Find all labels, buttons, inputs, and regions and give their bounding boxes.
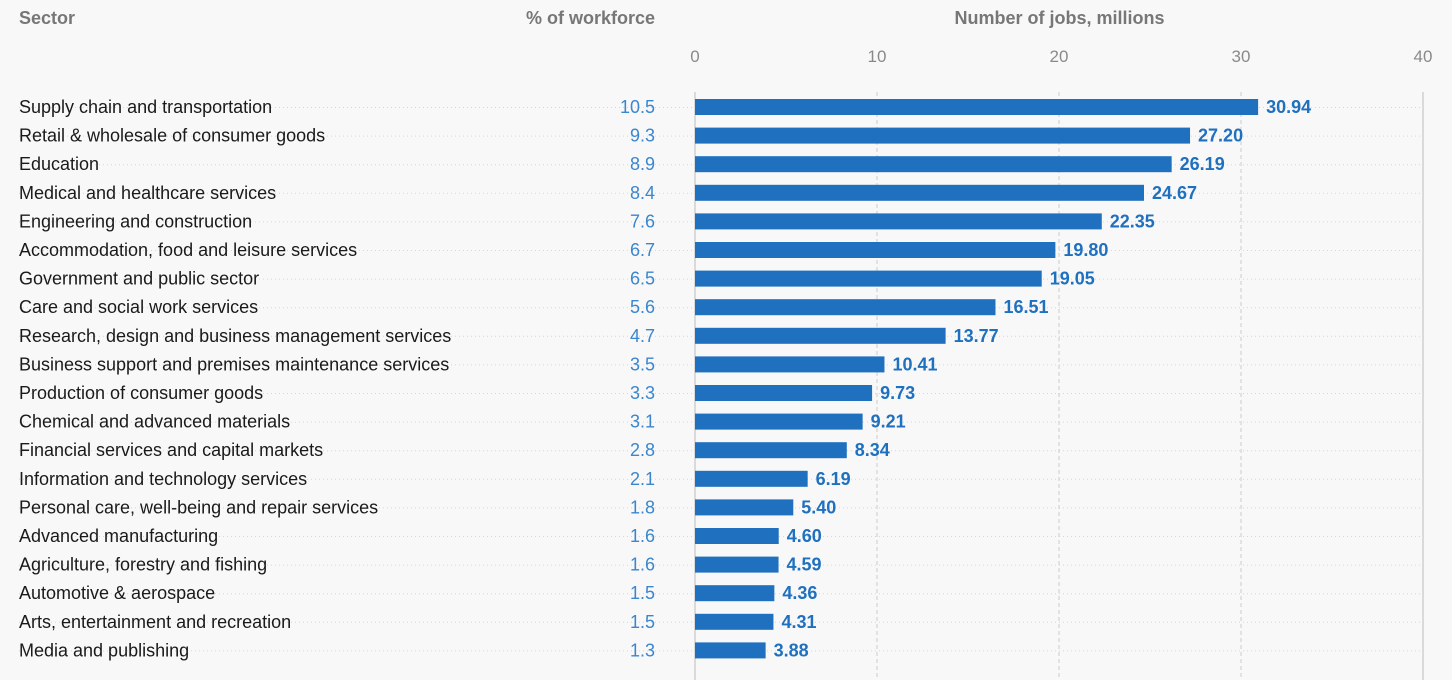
bar [695, 585, 775, 602]
percent-value: 2.1 [630, 469, 655, 489]
bar [695, 327, 946, 344]
percent-value: 1.8 [630, 497, 655, 517]
bar [695, 213, 1102, 230]
percent-value: 6.7 [630, 240, 655, 260]
x-tick-label: 0 [690, 47, 699, 66]
bar-value-label: 4.31 [781, 612, 816, 632]
percent-value: 3.3 [630, 383, 655, 403]
percent-value: 4.7 [630, 326, 655, 346]
bar [695, 156, 1172, 173]
bar-value-label: 9.21 [871, 412, 906, 432]
percent-value: 3.1 [630, 412, 655, 432]
bar [695, 528, 779, 544]
sector-label: Research, design and business management… [19, 326, 451, 346]
bar-value-label: 16.51 [1003, 297, 1048, 317]
sector-label: Government and public sector [19, 269, 259, 289]
sector-column-header: Sector [19, 8, 76, 28]
bar-value-label: 4.60 [787, 526, 822, 546]
percent-value: 9.3 [630, 126, 655, 146]
bar [695, 99, 1259, 115]
percent-value: 1.6 [630, 526, 655, 546]
percent-value: 2.8 [630, 440, 655, 460]
bar [695, 356, 885, 373]
sector-label: Engineering and construction [19, 211, 252, 231]
x-tick-label: 10 [868, 47, 887, 66]
percent-value: 1.6 [630, 555, 655, 575]
sector-label: Agriculture, forestry and fishing [19, 555, 267, 575]
bar-value-label: 10.41 [892, 354, 937, 374]
bar-value-label: 4.59 [787, 555, 822, 575]
sector-label: Retail & wholesale of consumer goods [19, 126, 325, 146]
bar [695, 642, 766, 659]
percent-value: 5.6 [630, 297, 655, 317]
percent-column-header: % of workforce [525, 8, 655, 28]
bar [695, 442, 847, 459]
bar-value-label: 30.94 [1266, 97, 1311, 117]
sector-label: Medical and healthcare services [19, 183, 276, 203]
percent-value: 1.3 [630, 640, 655, 660]
percent-value: 1.5 [630, 583, 655, 603]
bar-value-label: 6.19 [816, 469, 851, 489]
bar-value-label: 3.88 [774, 640, 809, 660]
percent-value: 7.6 [630, 211, 655, 231]
sector-label: Financial services and capital markets [19, 440, 323, 460]
bar [695, 613, 774, 630]
sector-label: Information and technology services [19, 469, 307, 489]
x-tick-label: 20 [1050, 47, 1069, 66]
bar [695, 413, 863, 430]
sector-label: Care and social work services [19, 297, 258, 317]
percent-value: 8.4 [630, 183, 655, 203]
sector-label: Advanced manufacturing [19, 526, 218, 546]
bar [695, 299, 996, 316]
percent-value: 8.9 [630, 154, 655, 174]
bar-value-label: 4.36 [782, 583, 817, 603]
x-tick-label: 40 [1414, 47, 1433, 66]
x-tick-label: 30 [1232, 47, 1251, 66]
percent-value: 10.5 [620, 97, 655, 117]
bar [695, 270, 1042, 287]
bar-value-label: 19.80 [1063, 240, 1108, 260]
bar [695, 556, 779, 573]
bar [695, 499, 794, 516]
sector-label: Automotive & aerospace [19, 583, 215, 603]
bar [695, 127, 1191, 144]
percent-value: 1.5 [630, 612, 655, 632]
sector-label: Accommodation, food and leisure services [19, 240, 357, 260]
bar-value-label: 24.67 [1152, 183, 1197, 203]
sector-label: Media and publishing [19, 640, 189, 660]
sector-label: Production of consumer goods [19, 383, 263, 403]
sector-label: Business support and premises maintenanc… [19, 354, 449, 374]
sector-label: Education [19, 154, 99, 174]
bar [695, 470, 808, 487]
bar [695, 184, 1144, 201]
sector-label: Arts, entertainment and recreation [19, 612, 291, 632]
sector-label: Supply chain and transportation [19, 97, 272, 117]
bar-value-label: 27.20 [1198, 126, 1243, 146]
bar-value-label: 8.34 [855, 440, 890, 460]
percent-value: 6.5 [630, 269, 655, 289]
jobs-axis-title: Number of jobs, millions [954, 8, 1165, 28]
bar-value-label: 22.35 [1110, 211, 1155, 231]
sector-label: Chemical and advanced materials [19, 412, 290, 432]
bar [695, 385, 873, 401]
bar-value-label: 26.19 [1180, 154, 1225, 174]
bar-value-label: 5.40 [801, 497, 836, 517]
bar-value-label: 19.05 [1050, 269, 1095, 289]
percent-value: 3.5 [630, 354, 655, 374]
sector-label: Personal care, well-being and repair ser… [19, 497, 378, 517]
bar-value-label: 9.73 [880, 383, 915, 403]
bar [695, 242, 1056, 258]
bar-value-label: 13.77 [954, 326, 999, 346]
